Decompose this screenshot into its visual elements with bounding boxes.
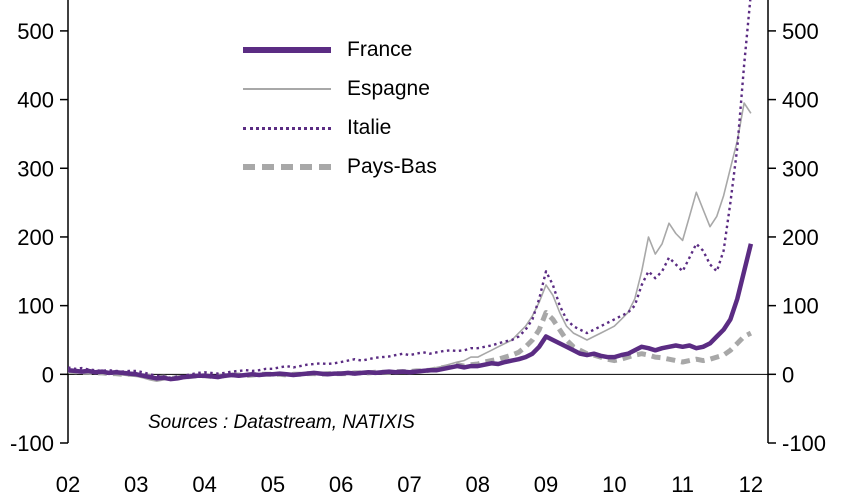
x-tick-label: 11 [671, 472, 694, 497]
y-tick-label-right: 200 [782, 225, 819, 250]
legend-label-espagne: Espagne [347, 77, 430, 100]
y-tick-label-right: 400 [782, 88, 819, 113]
y-tick-label-right: 500 [782, 19, 819, 44]
legend-item-espagne: Espagne [243, 77, 437, 101]
x-tick-label: 10 [602, 472, 626, 497]
legend-label-italie: Italie [347, 116, 392, 139]
y-tick-label-left: -100 [10, 431, 54, 456]
source-note: Sources : Datastream, NATIXIS [148, 412, 415, 433]
y-tick-label-left: 200 [17, 225, 54, 250]
legend-item-italie: Italie [243, 116, 437, 140]
legend-item-pays-bas: Pays-Bas [243, 155, 437, 179]
espagne-line-swatch [243, 88, 331, 90]
x-tick-label: 06 [329, 472, 353, 497]
x-tick-label: 04 [192, 472, 216, 497]
y-tick-label-left: 300 [17, 156, 54, 181]
y-tick-label-right: -100 [782, 431, 826, 456]
y-tick-label-right: 300 [782, 156, 819, 181]
legend-label-france: France [347, 38, 413, 61]
y-tick-label-right: 0 [782, 362, 794, 387]
pays-bas-line-swatch [243, 164, 331, 170]
x-tick-label: 09 [534, 472, 558, 497]
x-tick-label: 03 [124, 472, 148, 497]
legend: France Espagne Italie Pays-Bas [243, 38, 437, 179]
x-tick-label: 12 [739, 472, 763, 497]
x-tick-label: 02 [56, 472, 80, 497]
legend-item-france: France [243, 38, 437, 62]
legend-label-pays-bas: Pays-Bas [347, 155, 437, 178]
x-tick-label: 07 [397, 472, 421, 497]
y-tick-label-left: 100 [17, 294, 54, 319]
y-tick-label-right: 100 [782, 294, 819, 319]
italie-line-swatch [243, 126, 331, 130]
x-tick-label: 05 [261, 472, 285, 497]
series-line-pays-bas [68, 310, 753, 381]
series-line-france [68, 243, 754, 382]
x-tick-label: 08 [466, 472, 490, 497]
france-line-swatch [243, 47, 331, 53]
y-tick-label-left: 400 [17, 88, 54, 113]
y-tick-label-left: 500 [17, 19, 54, 44]
y-tick-label-left: 0 [42, 362, 54, 387]
